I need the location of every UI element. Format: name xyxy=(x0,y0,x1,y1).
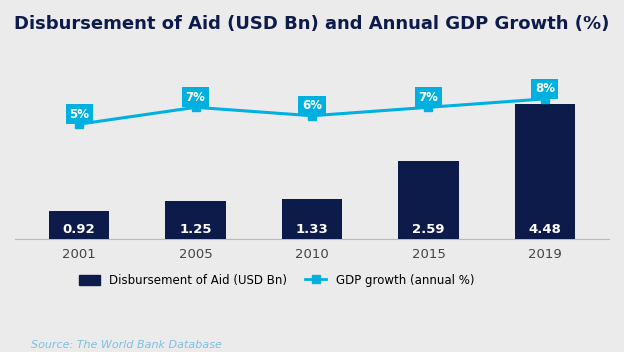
Text: 7%: 7% xyxy=(419,91,439,104)
Text: 6%: 6% xyxy=(302,99,322,112)
Text: 1.33: 1.33 xyxy=(296,223,328,236)
Text: 0.92: 0.92 xyxy=(63,223,95,236)
Text: 8%: 8% xyxy=(535,82,555,95)
Text: 5%: 5% xyxy=(69,108,89,120)
Text: 2.59: 2.59 xyxy=(412,223,445,236)
Bar xyxy=(515,104,575,239)
Bar xyxy=(281,199,343,239)
Legend: Disbursement of Aid (USD Bn), GDP growth (annual %): Disbursement of Aid (USD Bn), GDP growth… xyxy=(72,268,480,293)
Text: 1.25: 1.25 xyxy=(179,223,212,236)
Title: Disbursement of Aid (USD Bn) and Annual GDP Growth (%): Disbursement of Aid (USD Bn) and Annual … xyxy=(14,15,610,33)
Bar xyxy=(49,211,109,239)
Bar xyxy=(165,201,226,239)
Text: 7%: 7% xyxy=(185,91,205,104)
Text: 4.48: 4.48 xyxy=(529,223,562,236)
Bar xyxy=(398,161,459,239)
Text: Source: The World Bank Database: Source: The World Bank Database xyxy=(31,340,222,350)
